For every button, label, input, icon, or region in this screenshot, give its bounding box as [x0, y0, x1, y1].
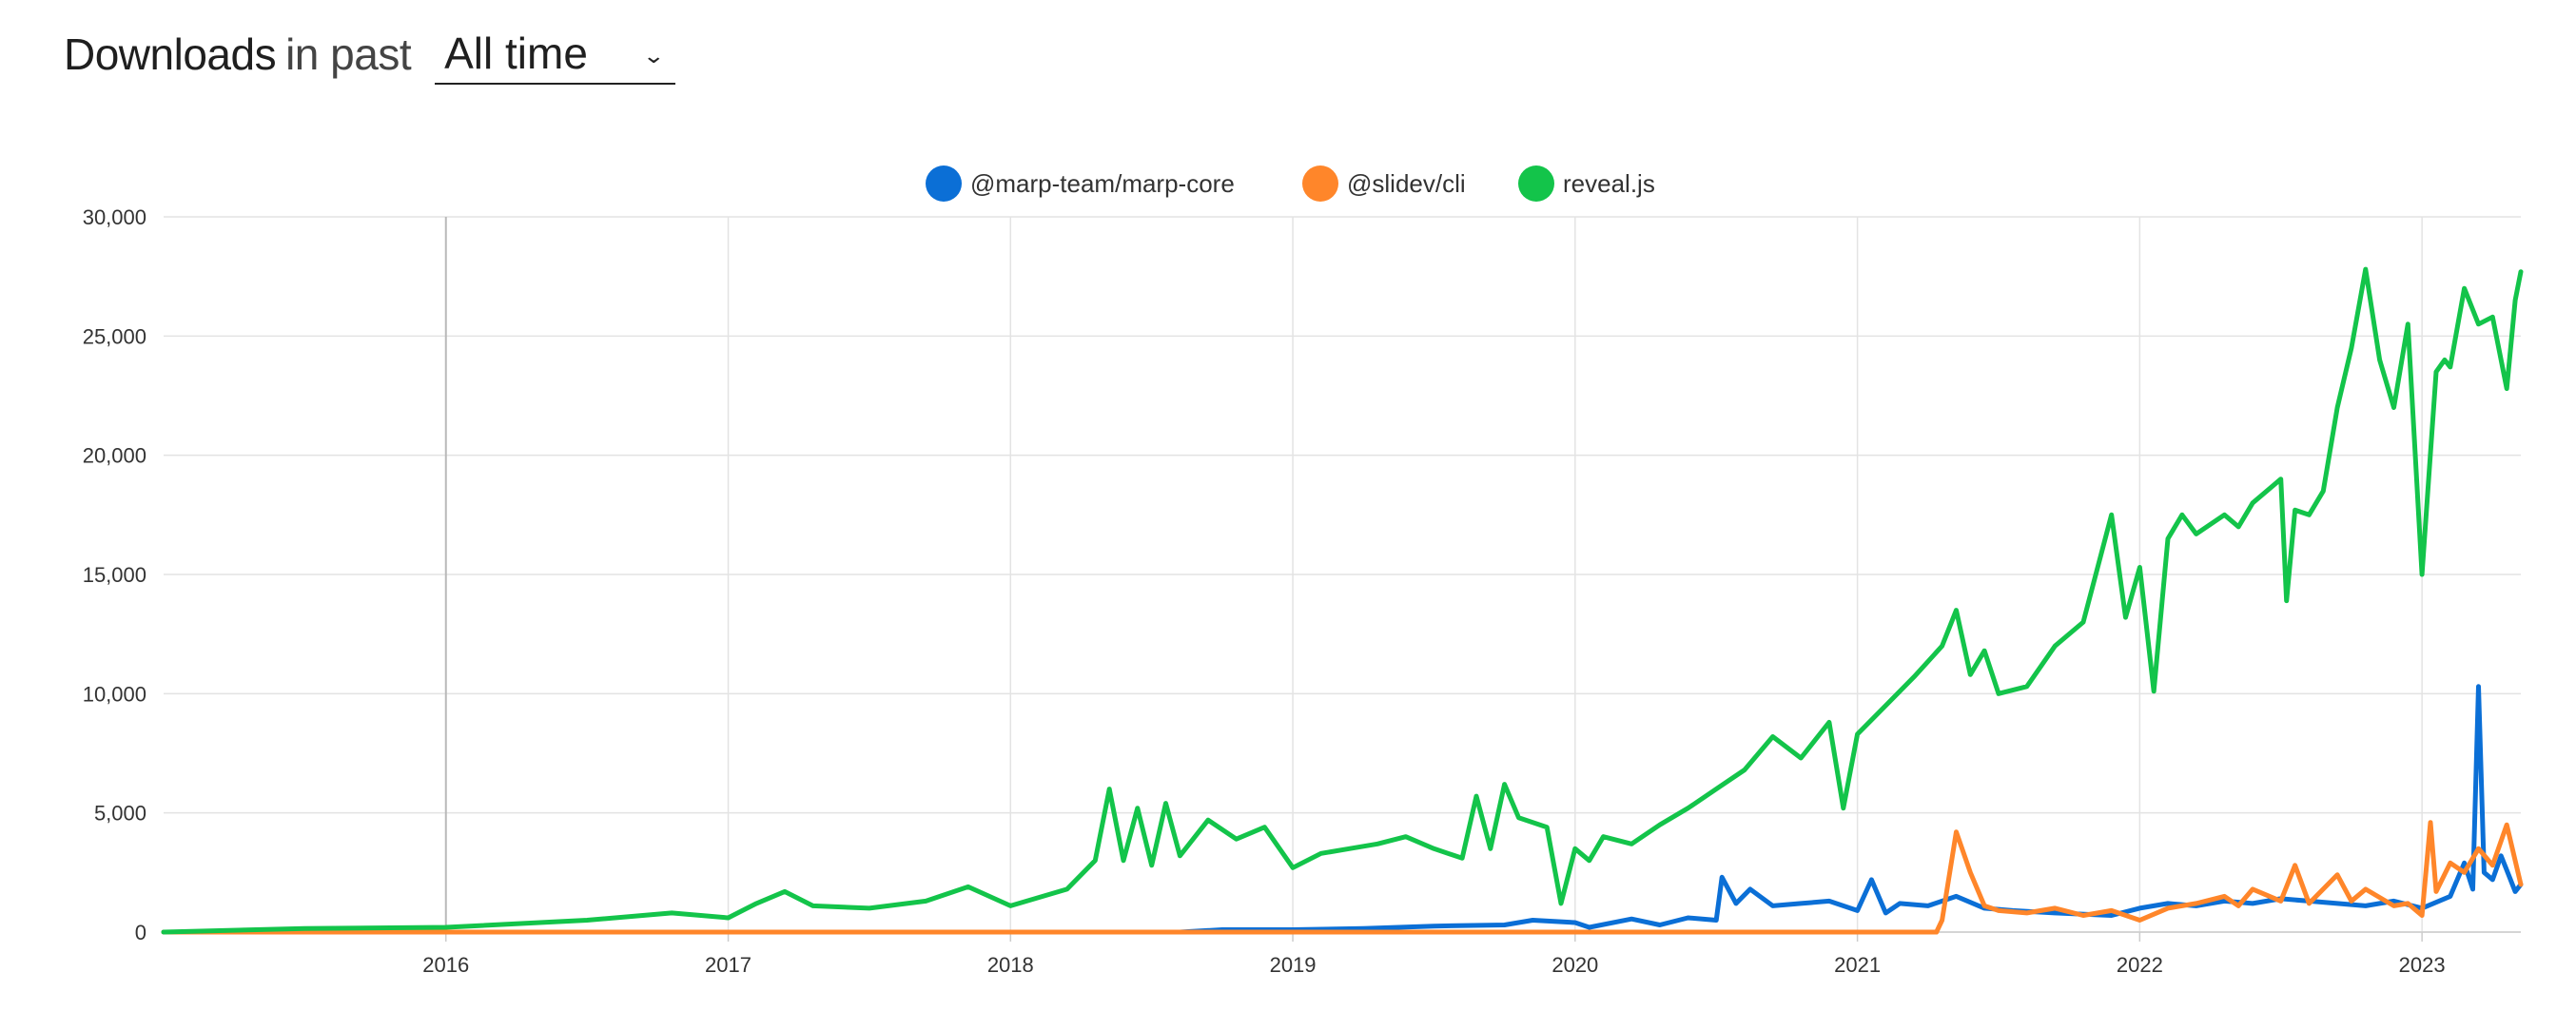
legend-marker-0 [926, 165, 962, 202]
x-tick-label: 2018 [987, 953, 1034, 977]
x-tick-label: 2020 [1551, 953, 1598, 977]
x-tick-label: 2017 [705, 953, 751, 977]
y-tick-label: 5,000 [94, 802, 146, 826]
chevron-down-icon: ⌄ [641, 44, 665, 68]
series-line-2 [161, 266, 2524, 935]
page-title: Downloads [64, 29, 277, 79]
x-tick-label: 2021 [1834, 953, 1881, 977]
legend-marker-2 [1518, 165, 1554, 202]
legend-marker-1 [1302, 165, 1338, 202]
y-tick-label: 25,000 [83, 324, 146, 348]
y-tick-label: 30,000 [83, 205, 146, 229]
x-tick-label: 2022 [2117, 953, 2163, 977]
y-tick-label: 20,000 [83, 444, 146, 468]
series-line-1 [161, 820, 2524, 935]
legend-label-1: @slidev/cli [1347, 169, 1466, 198]
legend-label-0: @marp-team/marp-core [970, 169, 1235, 198]
x-tick-label: 2023 [2399, 953, 2446, 977]
y-tick-label: 10,000 [83, 682, 146, 706]
series-line-0 [161, 684, 2524, 935]
y-tick-label: 0 [135, 921, 146, 944]
page-title-suffix: in past [285, 29, 412, 79]
x-tick-label: 2019 [1270, 953, 1317, 977]
legend-label-2: reveal.js [1563, 169, 1655, 198]
time-range-select[interactable]: All time ⌄ [435, 24, 676, 85]
x-tick-label: 2016 [422, 953, 469, 977]
time-range-value: All time [444, 29, 588, 78]
downloads-header: Downloads in past All time ⌄ [64, 21, 676, 88]
y-tick-label: 15,000 [83, 563, 146, 587]
